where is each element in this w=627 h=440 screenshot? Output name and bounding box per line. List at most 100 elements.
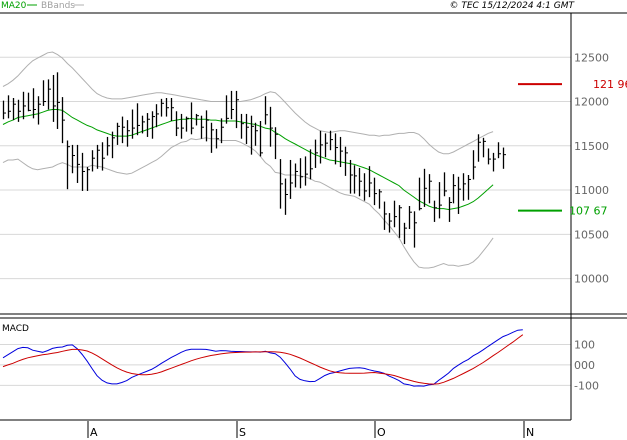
price-bar [353, 165, 357, 194]
price-bar [121, 116, 125, 144]
month-label: A [90, 426, 98, 439]
price-bar [37, 96, 41, 125]
price-bar [210, 122, 214, 153]
price-bar [141, 115, 145, 134]
price-bar [136, 103, 140, 136]
month-label: S [239, 426, 246, 439]
price-grid [0, 56, 571, 280]
x-axis-labels: ASOND [87, 421, 534, 439]
price-bar [452, 174, 456, 204]
price-bar [235, 90, 239, 129]
price-bar [487, 148, 491, 165]
price-bar [151, 111, 155, 139]
price-bar [462, 173, 466, 201]
price-tick-label: 10500 [574, 228, 609, 241]
month-label: N [526, 426, 534, 439]
price-tick-label: 12000 [574, 96, 609, 109]
price-bar [190, 102, 194, 135]
price-bar [56, 72, 60, 129]
price-bar [71, 144, 75, 174]
price-bar [185, 116, 189, 132]
price-bar [91, 150, 95, 172]
price-bar [294, 163, 298, 188]
price-bar [264, 96, 268, 125]
price-bar [467, 175, 471, 200]
price-bar [334, 133, 338, 165]
bb-lower-line [2, 137, 494, 269]
price-bar [131, 109, 135, 139]
price-bar [17, 99, 21, 122]
price-bar [81, 152, 85, 191]
price-bar [165, 97, 169, 117]
price-bar [393, 200, 397, 228]
price-bar [116, 122, 120, 145]
price-bar [269, 106, 273, 147]
price-bar [373, 177, 377, 206]
macd-tick-label: 000 [574, 359, 595, 372]
price-bar [457, 176, 461, 214]
price-bar [423, 168, 427, 207]
price-bar [433, 200, 437, 222]
price-bar [344, 146, 348, 176]
level-lines: 121 96 107 67 [518, 78, 627, 218]
price-bar [472, 150, 476, 180]
price-tick-label: 11000 [574, 184, 609, 197]
price-bar [22, 91, 26, 120]
price-bar [61, 97, 65, 144]
price-bar [284, 178, 288, 215]
price-bar [101, 142, 105, 171]
price-bar [448, 197, 452, 222]
price-bar [215, 128, 219, 149]
price-bar [363, 173, 367, 201]
price-bar [250, 115, 254, 155]
price-bar [279, 159, 283, 209]
price-bar [160, 98, 164, 117]
ma20-line [2, 109, 494, 211]
price-bar [319, 130, 323, 164]
price-bar [96, 144, 100, 169]
signal-line [2, 334, 524, 385]
price-bar [368, 166, 372, 198]
price-bar [304, 156, 308, 186]
macd-tick-label: 100 [574, 339, 595, 352]
price-bar [299, 158, 303, 189]
price-bar [403, 222, 407, 245]
price-bar [47, 79, 51, 110]
price-bar [111, 131, 115, 159]
price-bar [225, 95, 229, 124]
ma-legend-label: MA20 [1, 1, 27, 11]
price-bar [259, 121, 263, 157]
price-bar [205, 110, 209, 142]
price-bar [477, 134, 481, 162]
macd-grid [0, 344, 571, 386]
price-bar [492, 152, 496, 172]
price-bar [240, 113, 244, 139]
y-axis-labels: 10000 10500 11000 11500 12000 12500 100 000 -100 [574, 51, 609, 392]
price-bar [52, 74, 56, 122]
price-bar [339, 136, 343, 168]
price-tick-label: 10000 [574, 273, 609, 286]
support-label: 107 67 [569, 205, 608, 218]
price-bar [358, 167, 362, 197]
price-bar [220, 118, 224, 144]
price-tick-label: 12500 [574, 51, 609, 64]
price-bar [146, 113, 150, 137]
price-bar [289, 159, 293, 199]
month-label: O [377, 426, 386, 439]
macd-line [2, 329, 523, 387]
price-bar [12, 97, 16, 121]
price-bar [86, 167, 90, 191]
macd-panel-title: MACD [2, 324, 29, 334]
price-bar [200, 115, 204, 139]
price-bar [438, 182, 442, 219]
price-bar [230, 90, 234, 120]
price-bar [428, 174, 432, 204]
price-bar [42, 80, 46, 106]
price-tick-label: 11500 [574, 140, 609, 153]
price-bar [398, 205, 402, 238]
price-bar [66, 140, 70, 190]
bbands-legend-label: BBands [41, 1, 75, 11]
price-bar [126, 120, 130, 147]
price-bar [408, 205, 412, 230]
